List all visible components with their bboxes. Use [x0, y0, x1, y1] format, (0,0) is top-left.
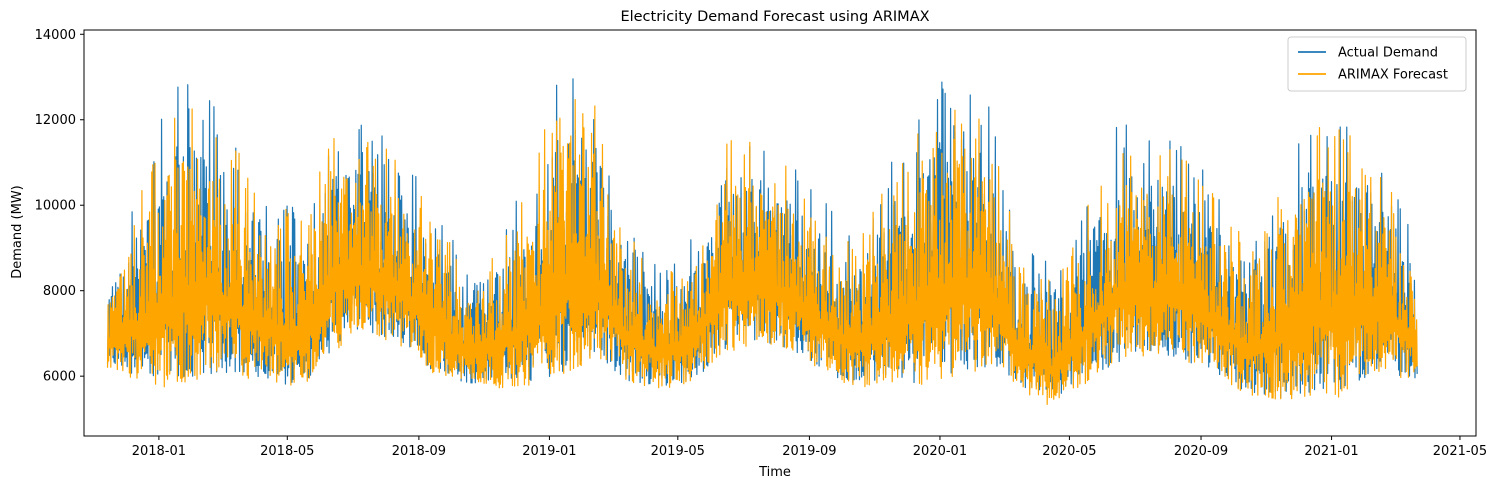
x-tick-label: 2018-09 [392, 444, 446, 459]
x-tick-label: 2020-05 [1042, 444, 1096, 459]
y-axis-label: Demand (MW) [10, 185, 25, 278]
x-tick-label: 2018-05 [260, 444, 314, 459]
series-layer [106, 78, 1418, 405]
x-tick-label: 2020-09 [1174, 444, 1228, 459]
x-tick-label: 2018-01 [132, 444, 186, 459]
series-line-arimax-forecast [106, 99, 1418, 405]
axes-layer: 6000 8000 10000 12000 14000 2018-01 2018-05 201… [35, 28, 1487, 459]
legend: Actual Demand ARIMAX Forecast [1287, 36, 1467, 92]
y-tick-label: 8000 [43, 284, 76, 299]
x-tick-label: 2021-05 [1433, 444, 1487, 459]
x-tick-label: 2019-05 [651, 444, 705, 459]
y-tick-label: 12000 [35, 113, 76, 128]
chart-title: Electricity Demand Forecast using ARIMAX [620, 9, 929, 25]
x-axis-label: Time [758, 465, 791, 480]
x-tick-label: 2020-01 [913, 444, 967, 459]
y-tick-label: 14000 [35, 28, 76, 43]
legend-label: Actual Demand [1338, 46, 1438, 61]
legend-box [1287, 36, 1467, 92]
legend-label: ARIMAX Forecast [1338, 68, 1448, 83]
x-tick-label: 2019-09 [782, 444, 836, 459]
y-tick-label: 6000 [43, 370, 76, 385]
plot-frame [83, 29, 1477, 437]
x-tick-label: 2019-01 [522, 444, 576, 459]
y-tick-label: 10000 [35, 199, 76, 214]
x-tick-label: 2021-01 [1304, 444, 1358, 459]
